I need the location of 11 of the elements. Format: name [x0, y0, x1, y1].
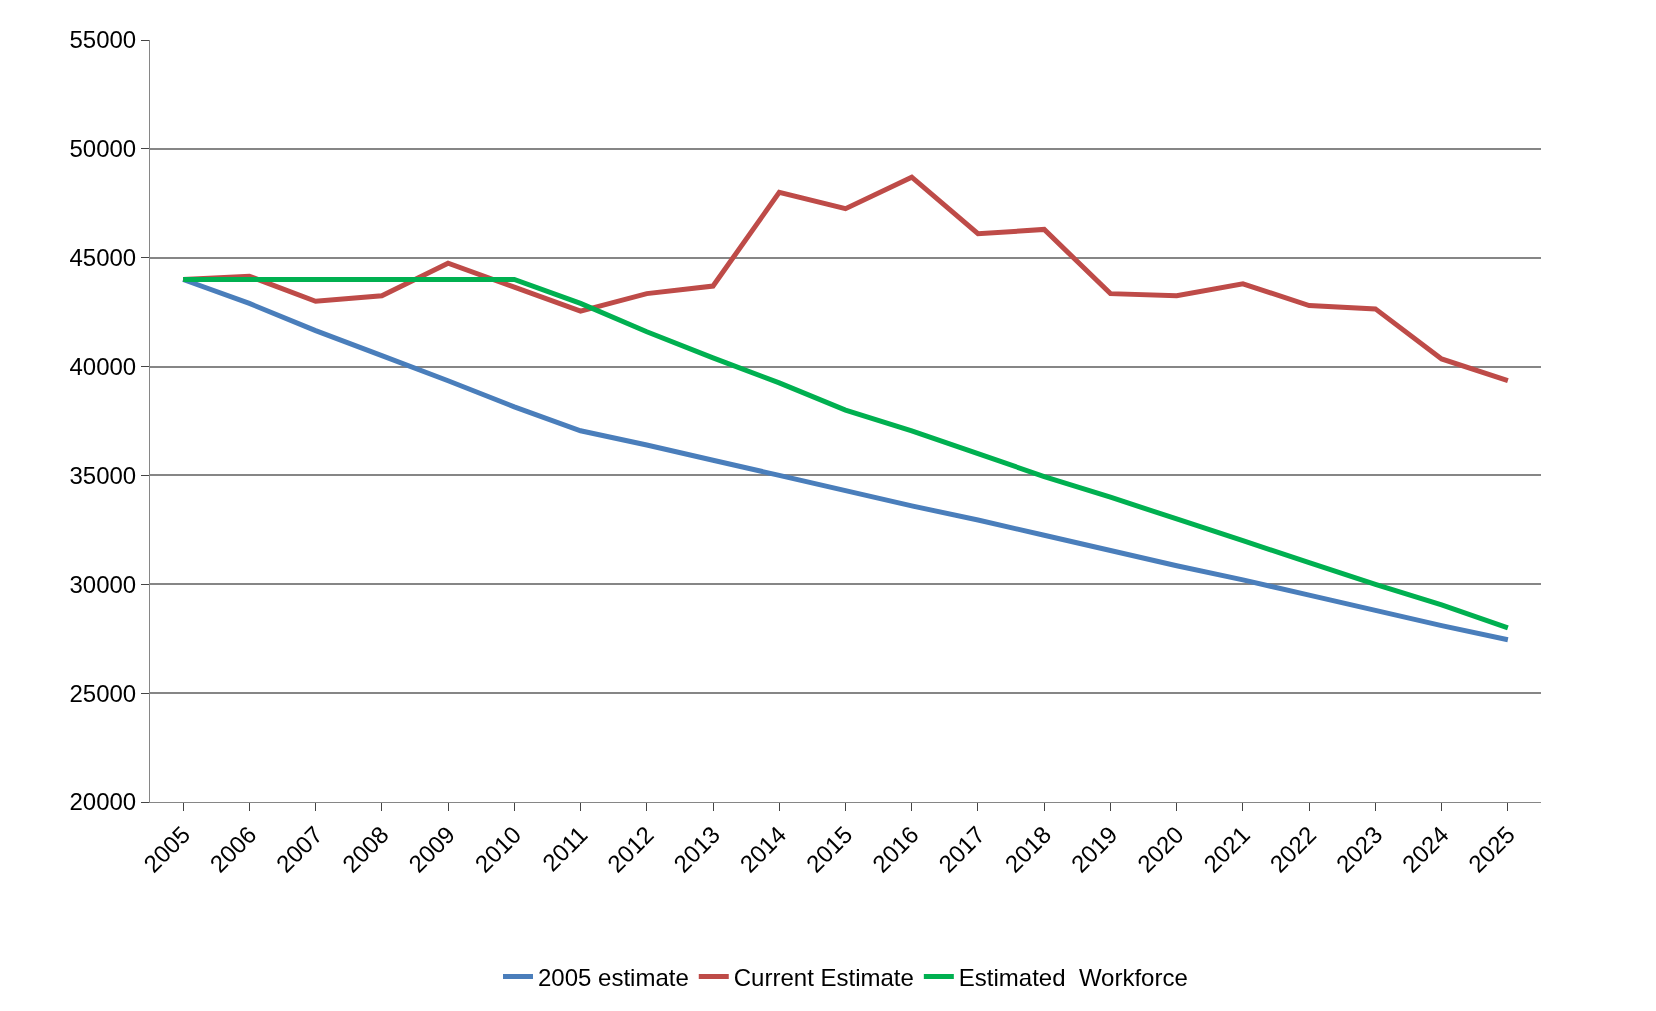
y-tick-label: 25000: [69, 679, 137, 707]
y-tick-label: 55000: [69, 26, 137, 54]
y-tick-label: 30000: [69, 570, 137, 598]
legend-label: 2005 estimate: [538, 963, 689, 991]
y-tick-label: 20000: [69, 788, 137, 816]
legend-label: Current Estimate: [733, 963, 914, 991]
y-tick-label: 50000: [69, 135, 137, 163]
y-tick-label: 45000: [69, 244, 137, 272]
legend-label: Estimated Workforce: [958, 963, 1188, 991]
y-tick-label: 40000: [69, 352, 137, 380]
y-tick-label: 35000: [69, 461, 137, 489]
